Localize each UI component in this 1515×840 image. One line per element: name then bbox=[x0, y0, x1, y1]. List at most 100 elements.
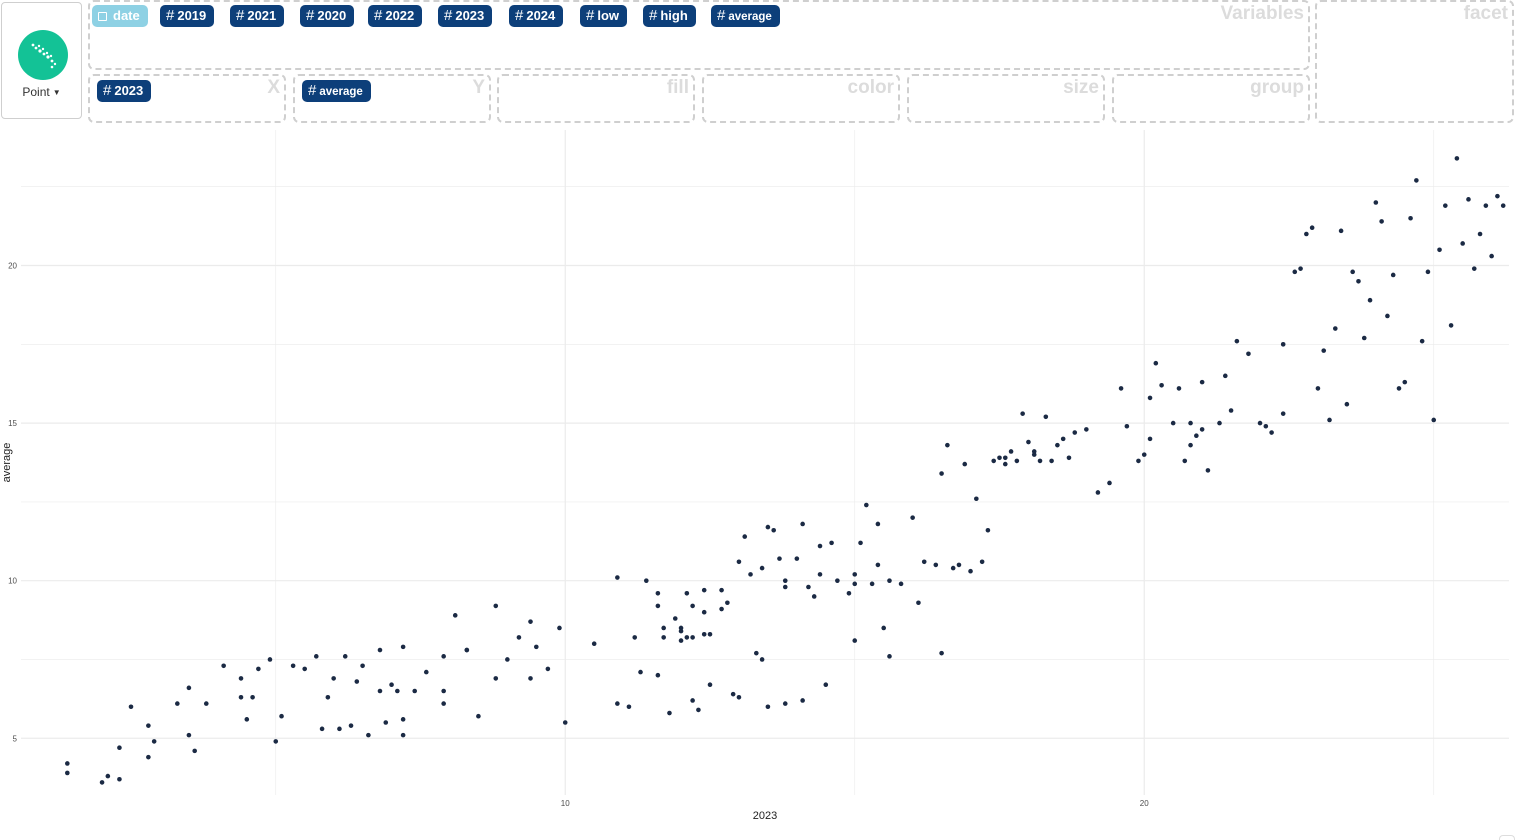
data-point bbox=[1443, 203, 1448, 208]
variable-pill-label: high bbox=[660, 8, 688, 23]
data-point bbox=[1159, 382, 1164, 388]
data-point bbox=[719, 587, 724, 593]
data-point bbox=[342, 654, 348, 659]
variable-pill-2024[interactable]: #2024 bbox=[509, 5, 564, 27]
geom-selector[interactable]: Point ▼ bbox=[1, 2, 82, 119]
data-point bbox=[655, 672, 661, 678]
data-point bbox=[1136, 458, 1141, 464]
data-point bbox=[337, 726, 342, 732]
data-point bbox=[400, 732, 406, 738]
data-point bbox=[1147, 436, 1153, 442]
data-point bbox=[817, 572, 823, 577]
y-mapped-pill[interactable]: # average bbox=[302, 80, 371, 102]
data-point bbox=[331, 676, 336, 681]
data-point bbox=[493, 676, 499, 681]
data-point bbox=[1188, 420, 1193, 426]
data-point bbox=[719, 606, 724, 612]
data-point bbox=[655, 590, 661, 596]
data-point bbox=[690, 635, 695, 640]
data-point bbox=[238, 694, 244, 700]
data-point bbox=[1402, 379, 1408, 385]
data-point bbox=[360, 663, 365, 669]
data-point bbox=[441, 688, 446, 694]
data-point bbox=[765, 704, 771, 710]
data-point bbox=[1477, 231, 1483, 237]
data-point bbox=[1344, 401, 1350, 407]
data-point bbox=[887, 654, 892, 659]
data-point bbox=[1333, 326, 1338, 331]
data-point bbox=[528, 619, 533, 624]
data-point bbox=[881, 625, 886, 631]
data-point bbox=[678, 628, 684, 634]
data-point bbox=[1373, 200, 1379, 205]
data-point bbox=[377, 688, 383, 694]
variable-pill-2022[interactable]: #2022 bbox=[368, 5, 423, 27]
data-point bbox=[707, 631, 713, 637]
x-mapped-pill[interactable]: #2023 bbox=[97, 80, 152, 102]
data-point bbox=[707, 682, 713, 687]
data-point bbox=[690, 603, 695, 609]
y-axis-title: average bbox=[1, 443, 13, 483]
data-point bbox=[667, 710, 672, 716]
data-point bbox=[1014, 458, 1020, 464]
data-point bbox=[1437, 247, 1442, 253]
data-point bbox=[1026, 439, 1031, 445]
data-point bbox=[782, 701, 788, 706]
data-point bbox=[684, 590, 690, 596]
data-point bbox=[985, 527, 991, 533]
data-point bbox=[117, 776, 122, 782]
hash-icon: # bbox=[374, 7, 383, 24]
variable-pill-2019[interactable]: #2019 bbox=[160, 5, 215, 27]
data-point bbox=[1280, 411, 1286, 416]
data-point bbox=[794, 556, 800, 561]
variable-pill-2021[interactable]: #2021 bbox=[230, 5, 285, 27]
data-point bbox=[945, 442, 950, 448]
data-point bbox=[1031, 452, 1037, 457]
variable-pill-2020[interactable]: #2020 bbox=[300, 5, 355, 27]
variable-pill-date[interactable]: date bbox=[92, 5, 148, 27]
data-point bbox=[545, 666, 551, 672]
resize-handle[interactable] bbox=[1499, 835, 1515, 840]
data-point bbox=[105, 773, 111, 779]
data-point bbox=[1043, 414, 1049, 420]
variable-pill-low[interactable]: # low bbox=[580, 5, 628, 27]
data-point bbox=[806, 584, 811, 590]
data-point bbox=[533, 644, 539, 650]
data-point bbox=[817, 543, 823, 549]
data-point bbox=[1379, 219, 1384, 224]
data-point bbox=[117, 745, 122, 751]
data-point bbox=[151, 739, 157, 744]
data-point bbox=[823, 682, 829, 687]
hash-icon: # bbox=[236, 7, 245, 24]
hash-icon: # bbox=[717, 7, 726, 24]
variable-pill-label: 2024 bbox=[526, 8, 556, 23]
data-point bbox=[997, 455, 1002, 461]
data-point bbox=[933, 562, 939, 568]
data-point bbox=[835, 578, 840, 583]
data-point bbox=[782, 578, 788, 583]
data-point bbox=[1188, 442, 1193, 448]
data-point bbox=[1049, 458, 1054, 464]
data-point bbox=[395, 688, 400, 694]
geom-label-text: Point bbox=[22, 85, 50, 99]
variable-pill-label: 2023 bbox=[455, 8, 485, 23]
data-point bbox=[979, 559, 985, 565]
data-point bbox=[1419, 338, 1425, 344]
variable-pill-high[interactable]: # high bbox=[643, 5, 696, 27]
data-point bbox=[1425, 269, 1431, 275]
data-point bbox=[950, 565, 956, 571]
data-point bbox=[1199, 427, 1205, 432]
data-point bbox=[736, 559, 742, 565]
y-tick-label: 15 bbox=[8, 419, 17, 428]
variable-pill-label: 2020 bbox=[317, 8, 347, 23]
variable-pill-average[interactable]: # average bbox=[711, 5, 780, 27]
data-point bbox=[968, 568, 973, 574]
y-tick-label: 10 bbox=[8, 577, 17, 586]
variable-pill-2023[interactable]: #2023 bbox=[438, 5, 493, 27]
data-point bbox=[1431, 417, 1437, 423]
data-point bbox=[1338, 228, 1344, 234]
data-point bbox=[383, 720, 389, 725]
data-point bbox=[1280, 342, 1286, 347]
data-point bbox=[1246, 351, 1251, 357]
